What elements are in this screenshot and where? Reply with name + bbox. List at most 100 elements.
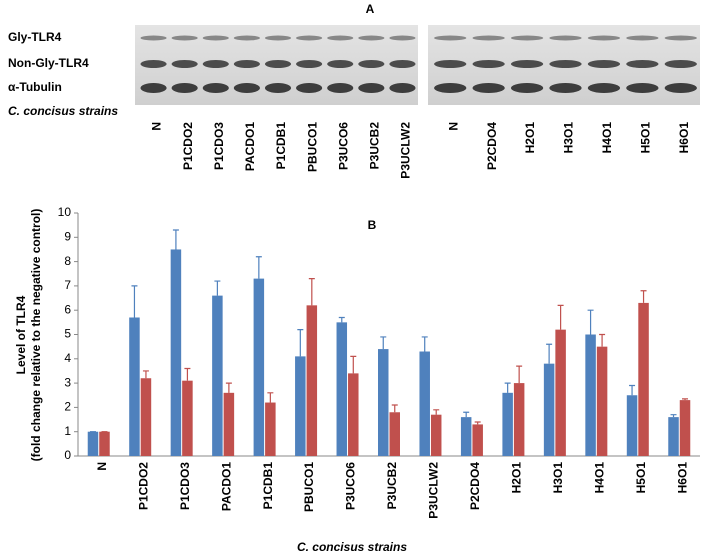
blot-strains-label: C. concisus strains <box>8 104 118 118</box>
blot-band <box>389 83 416 93</box>
x-tick-label: H4O1 <box>593 462 607 494</box>
bar <box>419 351 430 456</box>
error-bar <box>433 409 440 415</box>
blot-band <box>664 60 697 68</box>
bar <box>99 431 110 456</box>
blot-band <box>664 35 697 41</box>
blot-band <box>587 60 621 68</box>
error-bar <box>391 404 398 413</box>
bar <box>389 412 400 456</box>
error-bar <box>516 365 523 384</box>
blot-band <box>264 35 292 41</box>
bar <box>543 363 555 456</box>
error-bar <box>350 355 357 374</box>
error-bar <box>142 370 149 379</box>
blot-band <box>327 35 354 41</box>
lane-label: N <box>150 122 164 131</box>
x-tick-label: H5O1 <box>634 462 648 494</box>
y-tick-label: 6 <box>64 302 71 316</box>
error-bar <box>504 382 511 393</box>
error-bar <box>682 398 689 401</box>
y-tick-label: 1 <box>64 424 71 438</box>
blot-band <box>327 83 354 93</box>
blot-row-label: Non-Gly-TLR4 <box>8 56 89 70</box>
bar <box>348 373 359 456</box>
blot-band <box>358 35 385 41</box>
error-bar <box>599 333 606 347</box>
blot-band <box>472 83 505 93</box>
bar <box>638 302 649 456</box>
bar <box>585 334 596 456</box>
bar <box>460 417 472 456</box>
blot-band <box>327 60 354 68</box>
blot-band <box>171 83 198 93</box>
lane-label: H2O1 <box>523 122 537 154</box>
blot-band <box>664 83 697 93</box>
blot-band <box>296 83 323 93</box>
blot-band <box>549 35 582 41</box>
blot-band <box>140 35 167 41</box>
y-tick-label: 2 <box>64 400 71 414</box>
blot-band <box>171 60 198 68</box>
error-bar <box>380 336 387 350</box>
blot-band <box>296 35 323 41</box>
blot-band <box>358 83 385 93</box>
blot-band <box>389 60 416 68</box>
lane-label: P3UCO6 <box>336 122 350 170</box>
y-tick-label: 5 <box>64 327 71 341</box>
bar <box>378 349 389 456</box>
blot-band <box>264 83 292 93</box>
lane-label: P2CDO4 <box>485 122 499 170</box>
x-tick-label: P1CDO3 <box>178 462 192 510</box>
blot-band <box>472 60 505 68</box>
bar <box>182 380 193 456</box>
blot-band <box>510 83 544 93</box>
bar <box>140 378 152 456</box>
error-bar <box>297 329 304 357</box>
blot-band <box>510 60 544 68</box>
lane-label: P1CDB1 <box>274 122 288 170</box>
error-bar <box>640 290 647 303</box>
x-tick-label: P3UCO6 <box>344 462 358 510</box>
blot-row-label: α-Tubulin <box>8 80 62 94</box>
blot-band <box>171 35 198 41</box>
x-tick-label: H6O1 <box>675 462 689 494</box>
bar <box>265 402 276 456</box>
bar <box>502 392 513 456</box>
x-tick-label: H2O1 <box>510 462 524 494</box>
blot-bands <box>140 35 697 93</box>
blot-row-label: Gly-TLR4 <box>8 30 62 44</box>
y-axis-label: Level of TLR4 <box>14 295 28 374</box>
error-bar <box>172 229 179 250</box>
panel-label: B <box>368 218 377 232</box>
blot-band <box>140 83 167 93</box>
lane-label: PACDO1 <box>243 122 257 171</box>
error-bar <box>546 343 553 364</box>
blot-band <box>202 35 229 41</box>
blot-band <box>472 35 505 41</box>
bar <box>679 400 691 456</box>
bar <box>430 414 442 456</box>
lane-label: PBUCO1 <box>305 122 319 172</box>
blot-band <box>587 35 621 41</box>
blot-band <box>202 83 229 93</box>
blot-band <box>233 83 260 93</box>
blot-band <box>434 60 467 68</box>
error-bar <box>587 309 594 335</box>
x-tick-label: PACDO1 <box>219 462 233 511</box>
error-bar <box>474 421 481 425</box>
lane-label: P3UCLW2 <box>399 122 413 179</box>
bar <box>212 295 223 456</box>
error-bar <box>338 316 345 323</box>
x-axis-label: C. concisus strains <box>297 540 407 554</box>
y-tick-label: 7 <box>64 278 71 292</box>
lane-label: P1CDO2 <box>181 122 195 170</box>
bar <box>129 317 140 456</box>
blot-band <box>264 60 292 68</box>
error-bar <box>670 414 677 418</box>
lane-label: H6O1 <box>677 122 691 154</box>
lane-label: H3O1 <box>562 122 576 154</box>
x-tick-label: P3UCLW2 <box>427 462 441 519</box>
error-bar <box>255 256 262 279</box>
